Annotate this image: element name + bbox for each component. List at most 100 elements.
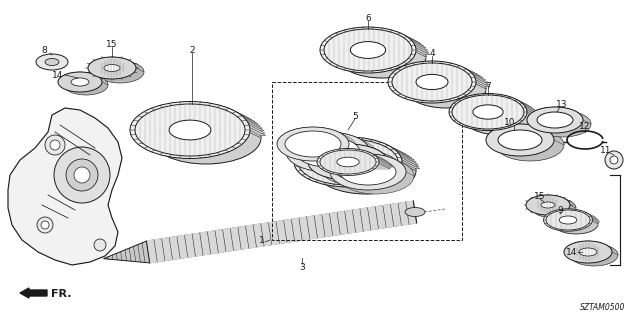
Text: 10: 10 (504, 117, 516, 126)
Ellipse shape (337, 157, 359, 167)
Ellipse shape (96, 61, 144, 83)
Polygon shape (395, 153, 417, 163)
Polygon shape (318, 158, 335, 166)
Ellipse shape (392, 63, 472, 101)
Ellipse shape (452, 95, 524, 129)
Polygon shape (323, 43, 340, 51)
Polygon shape (381, 144, 403, 154)
Text: 11: 11 (600, 146, 612, 155)
Circle shape (610, 156, 618, 164)
Polygon shape (486, 124, 564, 145)
Ellipse shape (340, 159, 396, 185)
Ellipse shape (320, 150, 376, 174)
Polygon shape (546, 220, 598, 224)
Polygon shape (371, 140, 390, 150)
Polygon shape (134, 120, 154, 129)
Polygon shape (390, 149, 412, 159)
Polygon shape (305, 147, 326, 157)
Polygon shape (404, 66, 421, 74)
Ellipse shape (294, 136, 378, 176)
Polygon shape (319, 157, 336, 164)
Polygon shape (396, 155, 418, 165)
Text: 12: 12 (579, 122, 591, 131)
Ellipse shape (498, 130, 542, 150)
Polygon shape (355, 149, 370, 157)
Ellipse shape (473, 105, 503, 119)
Polygon shape (320, 50, 338, 57)
Polygon shape (572, 209, 580, 214)
Polygon shape (333, 150, 348, 159)
Polygon shape (374, 157, 390, 164)
Polygon shape (466, 71, 483, 79)
Polygon shape (235, 114, 255, 123)
Polygon shape (388, 80, 406, 87)
Polygon shape (459, 100, 473, 107)
Polygon shape (156, 107, 175, 117)
Polygon shape (394, 31, 410, 40)
Polygon shape (393, 151, 414, 161)
Polygon shape (375, 158, 392, 166)
Polygon shape (324, 50, 426, 57)
Polygon shape (237, 116, 258, 125)
Polygon shape (317, 160, 334, 167)
Circle shape (50, 140, 60, 150)
Polygon shape (213, 104, 231, 115)
Polygon shape (366, 139, 385, 149)
Polygon shape (450, 108, 465, 114)
Polygon shape (243, 123, 264, 131)
Polygon shape (344, 30, 360, 39)
Ellipse shape (486, 124, 554, 156)
Polygon shape (298, 153, 319, 163)
Ellipse shape (104, 65, 120, 71)
Polygon shape (520, 103, 534, 110)
Polygon shape (308, 145, 329, 156)
Polygon shape (479, 94, 492, 101)
Polygon shape (357, 137, 376, 148)
Polygon shape (401, 67, 418, 76)
Polygon shape (147, 201, 417, 263)
Polygon shape (320, 48, 339, 55)
Polygon shape (411, 45, 429, 52)
Polygon shape (552, 212, 562, 216)
Polygon shape (564, 241, 618, 255)
Polygon shape (351, 148, 366, 157)
Polygon shape (412, 48, 429, 55)
Polygon shape (135, 130, 261, 138)
Ellipse shape (317, 148, 379, 175)
Polygon shape (232, 112, 252, 121)
Text: FR.: FR. (51, 289, 72, 299)
Polygon shape (523, 108, 538, 114)
Ellipse shape (320, 150, 400, 186)
Polygon shape (340, 149, 355, 157)
Polygon shape (397, 157, 419, 167)
Polygon shape (141, 114, 161, 123)
Polygon shape (58, 72, 108, 85)
Ellipse shape (449, 93, 527, 131)
Polygon shape (404, 36, 421, 45)
Polygon shape (336, 149, 351, 158)
Ellipse shape (169, 120, 211, 140)
Text: 2: 2 (189, 45, 195, 54)
Polygon shape (518, 101, 532, 108)
Polygon shape (225, 108, 244, 118)
Polygon shape (589, 218, 600, 222)
Circle shape (54, 147, 110, 203)
Polygon shape (348, 148, 362, 157)
Polygon shape (508, 97, 522, 104)
Polygon shape (244, 125, 265, 133)
Text: 15: 15 (106, 39, 118, 49)
Polygon shape (298, 162, 416, 171)
Polygon shape (390, 75, 408, 83)
Polygon shape (242, 120, 262, 129)
Polygon shape (244, 127, 266, 136)
Polygon shape (470, 96, 483, 103)
Polygon shape (568, 209, 576, 214)
Polygon shape (160, 105, 179, 116)
Polygon shape (488, 93, 500, 101)
Circle shape (94, 239, 106, 251)
Ellipse shape (330, 154, 406, 190)
Polygon shape (343, 137, 362, 148)
Ellipse shape (416, 75, 448, 90)
Polygon shape (492, 94, 505, 101)
Polygon shape (545, 216, 556, 220)
